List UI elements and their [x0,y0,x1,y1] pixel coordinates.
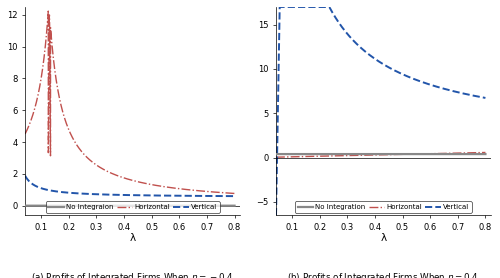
Horizontal [466,151,471,155]
No Integration [362,152,368,156]
Vertical [476,95,482,98]
No Integraion [225,204,231,207]
No Integration [361,152,367,156]
Horizontal [425,152,431,155]
Vertical [361,49,367,52]
Vertical [482,96,488,100]
No Integraion [112,204,118,207]
Vertical [214,194,220,198]
Horizontal [361,153,367,157]
Vertical [110,193,116,197]
Vertical [22,174,28,177]
Horizontal [46,9,52,13]
Vertical [273,214,279,217]
Vertical [232,194,237,198]
No Integration [476,152,482,156]
No Integration [372,152,378,156]
Line: Horizontal: Horizontal [276,152,486,157]
Vertical [225,194,231,198]
Horizontal [22,132,28,136]
Vertical [362,50,368,54]
No Integration [466,152,471,156]
Legend: No Integration, Horizontal, Vertical: No Integration, Horizontal, Vertical [295,201,472,213]
No Integraion [122,204,128,207]
Vertical [122,193,128,197]
Horizontal [372,153,378,157]
Horizontal [232,192,237,195]
Vertical [276,5,282,9]
Horizontal [362,153,368,157]
X-axis label: λ: λ [380,233,386,243]
Horizontal [110,172,116,176]
Vertical [112,193,118,197]
No Integration [425,152,431,156]
No Integraion [232,204,237,207]
Horizontal [214,191,220,194]
No Integraion [174,204,180,207]
Vertical [425,82,431,86]
Horizontal [273,155,279,159]
Text: (b) Profits of Integrated Firms When $\eta = 0.4$: (b) Profits of Integrated Firms When $\e… [288,271,480,278]
X-axis label: λ: λ [130,233,136,243]
Horizontal [112,173,118,176]
Horizontal [122,177,128,180]
Vertical [466,93,471,96]
No Integration [273,152,279,156]
No Integration [482,152,488,156]
No Integraion [214,204,220,207]
Legend: No Integraion, Horizontal, Vertical: No Integraion, Horizontal, Vertical [46,201,220,213]
Vertical [372,58,378,61]
Text: (a) Profits of Integrated Firms When $\eta = -0.4$: (a) Profits of Integrated Firms When $\e… [32,271,234,278]
Horizontal [482,151,488,154]
Horizontal [225,191,231,195]
Line: Vertical: Vertical [276,7,486,215]
No Integraion [22,204,28,207]
Horizontal [174,187,180,190]
No Integraion [110,204,116,207]
Vertical [174,194,180,197]
Horizontal [476,151,482,154]
Line: Horizontal: Horizontal [25,11,234,193]
Line: Vertical: Vertical [25,176,234,196]
